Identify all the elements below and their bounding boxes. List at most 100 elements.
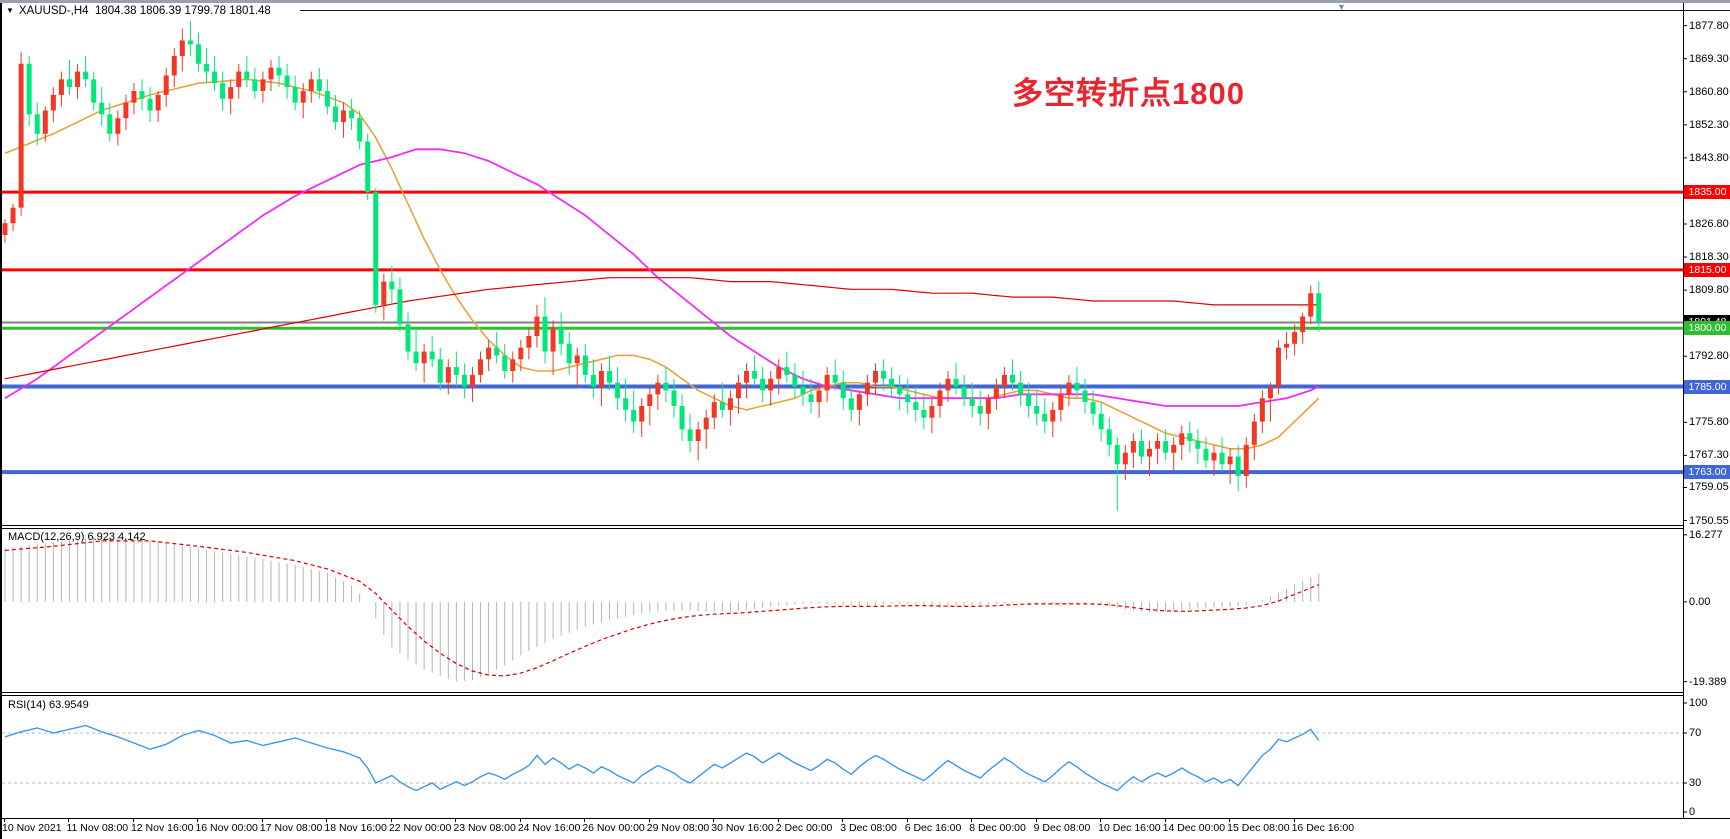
candle-body bbox=[590, 374, 596, 387]
time-axis-tick bbox=[261, 818, 263, 822]
candle-body bbox=[832, 374, 838, 383]
candle-body bbox=[598, 371, 604, 387]
rsi-tick-label: 70 bbox=[1689, 727, 1702, 739]
candle-body bbox=[195, 44, 201, 64]
candle-body bbox=[921, 409, 927, 418]
time-axis-label: 29 Nov 08:00 bbox=[646, 822, 710, 834]
candle-body bbox=[768, 378, 774, 391]
candle-body bbox=[1259, 398, 1265, 422]
candle-body bbox=[518, 347, 524, 360]
price-tick-label: 1775.80 bbox=[1689, 416, 1729, 429]
candle-body bbox=[1284, 343, 1290, 348]
time-axis-label: 18 Nov 16:00 bbox=[324, 822, 387, 834]
candle-body bbox=[872, 371, 878, 383]
time-axis-label: 11 Nov 08:00 bbox=[66, 822, 129, 834]
time-axis-label: 14 Dec 00:00 bbox=[1162, 822, 1226, 834]
time-axis-tick bbox=[777, 818, 779, 822]
candle-body bbox=[542, 316, 548, 352]
time-axis-tick bbox=[132, 818, 134, 822]
time-axis-label: 2 Dec 00:00 bbox=[775, 822, 833, 834]
time-axis-label: 22 Nov 00:00 bbox=[388, 822, 452, 834]
time-axis-label: 23 Nov 08:00 bbox=[453, 822, 516, 834]
candle-body bbox=[623, 398, 629, 410]
candle-body bbox=[1171, 444, 1177, 453]
candle-body bbox=[332, 106, 338, 123]
candle-body bbox=[711, 402, 717, 418]
macd-signal-line bbox=[4, 540, 1320, 677]
candle-body bbox=[735, 382, 741, 399]
candle-body bbox=[1074, 382, 1080, 391]
time-axis-label: 10 Nov 2021 bbox=[2, 822, 62, 834]
candle-body bbox=[349, 110, 355, 119]
candle-body bbox=[1114, 444, 1120, 465]
candle-body bbox=[969, 398, 975, 406]
candle-body bbox=[727, 398, 733, 410]
price-tick-label: 1869.30 bbox=[1689, 52, 1729, 65]
candle-body bbox=[34, 114, 40, 134]
chart-top-frame bbox=[300, 10, 1730, 11]
candle-body bbox=[840, 382, 846, 399]
chart-autoscroll-marker-icon[interactable]: ▼ bbox=[1337, 2, 1346, 12]
time-axis-label: 6 Dec 16:00 bbox=[904, 822, 962, 834]
candle-body bbox=[1082, 390, 1088, 403]
candle-body bbox=[824, 374, 830, 391]
candle-body bbox=[421, 351, 427, 364]
candle-body bbox=[1066, 382, 1072, 395]
time-axis-label: 8 Dec 00:00 bbox=[969, 822, 1026, 834]
candle-body bbox=[1300, 316, 1306, 333]
candle-body bbox=[163, 75, 169, 95]
time-axis-label: 30 Nov 16:00 bbox=[711, 822, 774, 834]
price-tick-label: 1750.55 bbox=[1689, 514, 1729, 527]
candle-body bbox=[1179, 433, 1185, 445]
price-tick-label: 1792.80 bbox=[1689, 350, 1729, 363]
time-axis-label: 16 Dec 16:00 bbox=[1291, 822, 1355, 834]
time-axis-tick bbox=[455, 818, 457, 822]
candle-body bbox=[91, 79, 97, 103]
window-left-border bbox=[0, 3, 2, 839]
candle-body bbox=[228, 87, 234, 99]
candle-body bbox=[276, 67, 282, 76]
candle-body bbox=[1106, 429, 1112, 445]
candle-body bbox=[897, 386, 903, 395]
time-axis-label: 12 Nov 16:00 bbox=[130, 822, 194, 834]
candle-body bbox=[776, 367, 782, 379]
candle-body bbox=[1147, 448, 1153, 457]
candle-body bbox=[83, 71, 89, 80]
candle-body bbox=[260, 79, 266, 91]
time-axis-label: 3 Dec 08:00 bbox=[840, 822, 897, 834]
candle-body bbox=[236, 71, 242, 88]
candle-body bbox=[252, 79, 258, 91]
candle-body bbox=[220, 83, 226, 99]
time-axis-tick bbox=[648, 818, 650, 822]
price-tick-label: 1852.30 bbox=[1689, 118, 1729, 131]
candle-body bbox=[413, 351, 419, 364]
rsi-tick-label: 30 bbox=[1689, 777, 1702, 789]
candle-body bbox=[744, 371, 750, 383]
candle-body bbox=[1211, 452, 1217, 461]
candle-body bbox=[1203, 448, 1209, 461]
candle-body bbox=[961, 386, 967, 399]
time-axis-tick bbox=[68, 818, 70, 822]
quote-dropdown-icon[interactable]: ▼ bbox=[6, 6, 14, 15]
quote-title-text: XAUUSD-,H4 1804.38 1806.39 1799.78 1801.… bbox=[18, 5, 271, 17]
rsi-line bbox=[4, 724, 1320, 792]
candle-body bbox=[437, 359, 443, 383]
candle-body bbox=[1026, 394, 1032, 406]
time-axis-tick bbox=[1100, 818, 1102, 822]
time-axis-tick bbox=[4, 818, 5, 822]
chart-annotation-text[interactable]: 多空转折点1800 bbox=[1012, 76, 1245, 111]
time-axis-label: 15 Dec 08:00 bbox=[1227, 822, 1290, 834]
price-tick-label: 1860.80 bbox=[1689, 85, 1729, 98]
price-level-badge: 1763.00 bbox=[1684, 465, 1730, 480]
candle-body bbox=[107, 114, 113, 134]
price-tick-label: 1826.80 bbox=[1689, 218, 1729, 230]
candle-body bbox=[373, 192, 379, 305]
candle-body bbox=[816, 390, 822, 403]
candle-body bbox=[719, 402, 725, 410]
candle-body bbox=[526, 336, 532, 348]
candle-body bbox=[1058, 394, 1064, 410]
candle-body bbox=[1155, 441, 1161, 449]
candle-body bbox=[760, 378, 766, 391]
candle-body bbox=[292, 87, 298, 103]
